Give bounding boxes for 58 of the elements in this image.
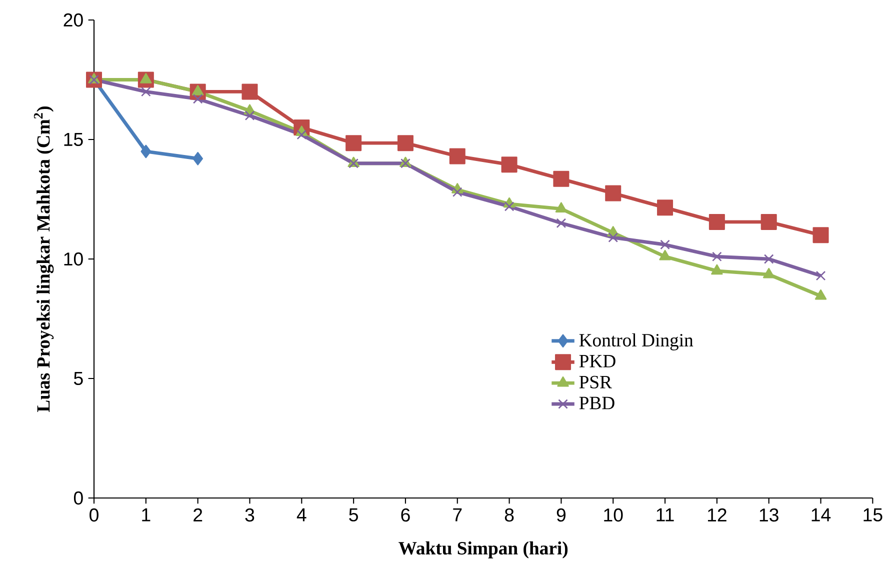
point (397, 135, 414, 152)
x-tick-label: 14 (812, 508, 831, 522)
x-tick-label: 13 (760, 508, 778, 522)
point (764, 254, 774, 264)
point (712, 252, 722, 262)
point (816, 270, 826, 281)
point (608, 232, 618, 242)
point (711, 264, 723, 275)
point (812, 227, 829, 244)
point (140, 73, 152, 84)
point (504, 202, 514, 212)
point (244, 110, 255, 120)
point (242, 84, 258, 100)
legend-label: Kontrol Dingin (579, 333, 694, 350)
point (192, 152, 203, 166)
x-tick-label: 8 (504, 508, 514, 522)
point (449, 148, 466, 164)
x-tick-label: 2 (194, 508, 202, 522)
x-tick-label: 12 (708, 508, 726, 522)
x-tick-label: 6 (401, 508, 410, 522)
point (296, 130, 307, 140)
y-tick-label: 20 (64, 13, 83, 27)
point (605, 185, 622, 202)
x-tick-label: 3 (245, 508, 254, 522)
point (346, 135, 362, 152)
legend-label: PBD (579, 396, 614, 410)
y-tick-label: 15 (64, 132, 83, 146)
point (192, 85, 204, 96)
x-tick-label: 9 (556, 508, 566, 522)
legend-label: PKD (579, 354, 616, 368)
y-tick-label: 10 (64, 252, 83, 266)
point (657, 200, 674, 216)
point (192, 94, 203, 104)
point (762, 268, 775, 278)
point (660, 240, 670, 250)
point (760, 214, 777, 230)
point (141, 86, 151, 97)
y-tick-label: 5 (74, 372, 83, 386)
x-axis-title: Waktu Simpan (hari) (398, 541, 568, 558)
x-tick-label: 10 (604, 508, 623, 522)
point (708, 214, 725, 230)
point (814, 289, 827, 300)
x-tick-label: 7 (453, 508, 462, 522)
y-axis-title: Luas Proyeksi lingkar Mahkota (Cm$^{2}$) (34, 106, 54, 412)
point (140, 144, 152, 158)
legend-label: PSR (579, 376, 612, 388)
x-tick-label: 1 (142, 508, 150, 522)
point (501, 156, 518, 173)
x-tick-label: 15 (864, 508, 882, 522)
point (556, 218, 566, 228)
point (452, 187, 462, 197)
point (659, 250, 671, 260)
y-tick-label: 0 (74, 491, 83, 505)
x-tick-label: 5 (349, 508, 358, 522)
x-tick-label: 11 (656, 508, 674, 522)
point (553, 170, 570, 187)
x-tick-label: 4 (296, 508, 306, 522)
x-tick-label: 0 (90, 508, 98, 522)
